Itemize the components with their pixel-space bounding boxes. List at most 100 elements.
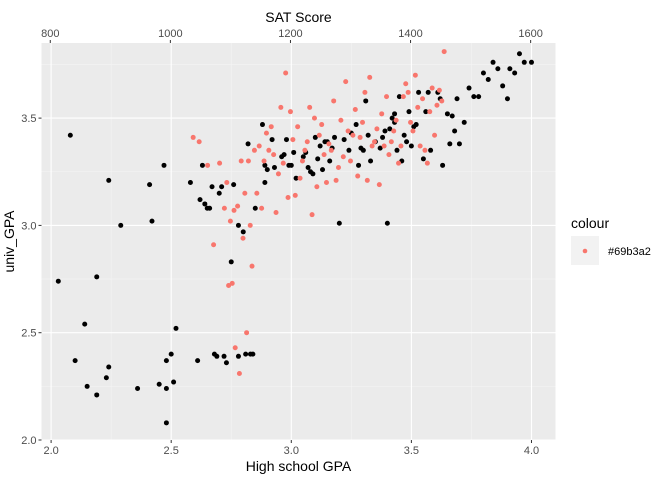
data-point bbox=[410, 128, 416, 134]
data-point bbox=[187, 179, 193, 185]
data-point bbox=[242, 190, 248, 196]
data-point bbox=[226, 282, 232, 288]
data-point bbox=[268, 124, 274, 130]
data-point bbox=[94, 392, 100, 398]
data-point bbox=[190, 134, 196, 140]
data-point bbox=[135, 386, 141, 391]
data-point bbox=[444, 111, 450, 117]
data-point bbox=[320, 167, 326, 173]
data-point bbox=[290, 137, 296, 143]
data-point bbox=[243, 351, 249, 357]
x-axis-title: High school GPA bbox=[246, 458, 352, 474]
data-point bbox=[207, 205, 213, 211]
data-point bbox=[391, 128, 397, 134]
data-point bbox=[436, 87, 442, 93]
data-point bbox=[392, 111, 398, 117]
data-point bbox=[227, 218, 233, 224]
data-point bbox=[82, 321, 88, 327]
x-tick-label: 3.0 bbox=[284, 445, 299, 457]
legend-entry-label: #69b3a2 bbox=[608, 246, 651, 258]
data-point bbox=[223, 360, 229, 366]
data-point bbox=[302, 147, 308, 153]
data-point bbox=[336, 220, 342, 226]
data-point bbox=[271, 164, 277, 170]
data-point bbox=[163, 358, 169, 364]
data-point bbox=[300, 154, 306, 160]
data-point bbox=[297, 175, 303, 181]
data-point bbox=[264, 167, 270, 173]
data-point bbox=[408, 143, 414, 149]
data-point bbox=[245, 158, 251, 164]
data-point bbox=[247, 222, 253, 228]
data-point bbox=[106, 177, 112, 183]
data-point bbox=[447, 141, 453, 147]
data-point bbox=[495, 66, 501, 72]
data-point bbox=[312, 134, 318, 140]
data-point bbox=[254, 190, 260, 196]
data-point bbox=[365, 132, 371, 138]
data-point bbox=[326, 141, 332, 147]
data-point bbox=[362, 89, 368, 95]
data-point bbox=[512, 70, 518, 76]
data-point bbox=[345, 128, 351, 134]
data-point bbox=[461, 119, 467, 125]
data-point bbox=[235, 222, 241, 228]
data-point bbox=[380, 134, 386, 140]
data-point bbox=[221, 205, 227, 211]
x-tick-label: 4.0 bbox=[524, 445, 539, 457]
data-point bbox=[228, 259, 234, 265]
data-point bbox=[425, 89, 431, 95]
data-point bbox=[507, 66, 513, 72]
data-point bbox=[235, 203, 241, 209]
data-point bbox=[240, 229, 246, 235]
data-point bbox=[328, 147, 334, 153]
data-point bbox=[490, 59, 496, 65]
data-point bbox=[106, 364, 112, 370]
data-point bbox=[316, 132, 322, 138]
data-point bbox=[360, 147, 366, 153]
data-point bbox=[333, 177, 339, 183]
data-point bbox=[350, 132, 356, 138]
data-point bbox=[163, 420, 169, 426]
data-point bbox=[434, 102, 440, 108]
data-point bbox=[367, 74, 373, 80]
data-point bbox=[55, 278, 61, 284]
data-point bbox=[415, 104, 421, 110]
data-point bbox=[156, 381, 162, 387]
data-point bbox=[456, 141, 462, 147]
data-point bbox=[197, 197, 203, 203]
data-point bbox=[285, 195, 291, 201]
data-point bbox=[304, 139, 310, 145]
data-point bbox=[376, 182, 382, 188]
data-point bbox=[420, 96, 426, 102]
data-point bbox=[224, 179, 230, 185]
data-point bbox=[377, 145, 383, 151]
data-point bbox=[251, 147, 257, 153]
data-point bbox=[231, 207, 237, 213]
data-point bbox=[252, 205, 258, 211]
data-point bbox=[416, 89, 422, 95]
data-point bbox=[209, 184, 215, 190]
data-point bbox=[413, 122, 419, 128]
data-point bbox=[199, 162, 205, 168]
x2-tick-label: 1400 bbox=[398, 28, 422, 40]
x2-tick-label: 1600 bbox=[518, 28, 542, 40]
data-point bbox=[196, 139, 202, 145]
data-point bbox=[263, 130, 269, 136]
data-point bbox=[214, 353, 220, 359]
data-point bbox=[476, 94, 482, 100]
data-point bbox=[262, 162, 268, 168]
data-point bbox=[424, 160, 430, 166]
data-point bbox=[147, 182, 153, 188]
data-point bbox=[273, 210, 279, 216]
data-point bbox=[480, 70, 486, 76]
data-point bbox=[332, 134, 338, 140]
data-point bbox=[259, 122, 265, 128]
data-point bbox=[353, 122, 359, 128]
data-point bbox=[67, 132, 73, 138]
data-point bbox=[360, 119, 366, 125]
legend: colour #69b3a2 bbox=[571, 215, 651, 265]
legend-key-point bbox=[582, 248, 588, 254]
data-point bbox=[244, 330, 250, 336]
data-point bbox=[521, 59, 527, 65]
